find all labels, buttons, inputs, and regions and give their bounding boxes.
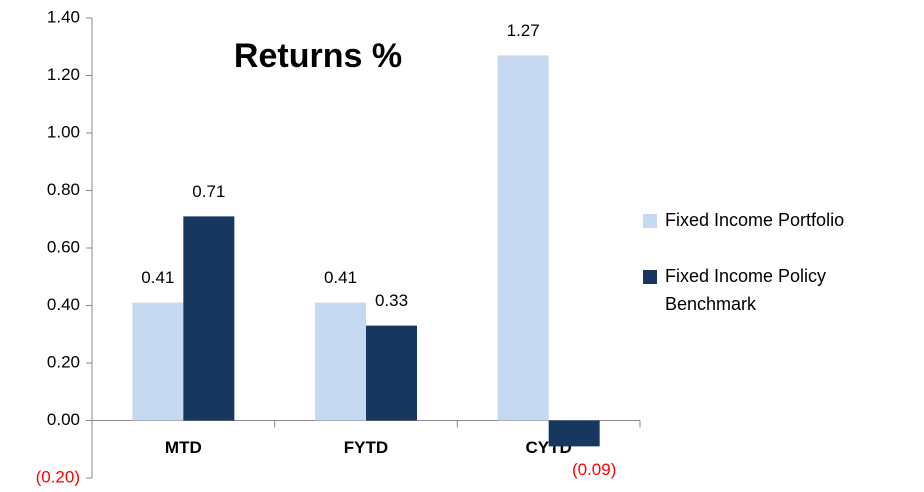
bar: [497, 55, 549, 421]
value-label: 0.41: [324, 268, 357, 287]
bar: [548, 420, 600, 447]
bar: [132, 302, 184, 421]
value-label: 0.41: [141, 268, 174, 287]
y-tick-label: 1.20: [47, 65, 80, 84]
y-tick-label: 0.00: [47, 410, 80, 429]
y-tick-label: 1.00: [47, 122, 80, 141]
legend-swatch: [643, 270, 657, 284]
value-label: 0.33: [375, 291, 408, 310]
value-label: 1.27: [507, 21, 540, 40]
bar: [366, 325, 417, 421]
legend-swatch: [643, 214, 657, 228]
value-label: 0.71: [192, 182, 225, 201]
y-tick-label: 0.80: [47, 180, 80, 199]
legend-item: Fixed Income Portfolio: [643, 206, 918, 234]
chart-title: Returns %: [234, 37, 402, 75]
y-tick-label: 0.20: [47, 352, 80, 371]
legend-label: Fixed Income Policy Benchmark: [665, 266, 827, 314]
x-tick-label: MTD: [165, 438, 202, 457]
bar: [315, 302, 366, 421]
value-label: (0.09): [572, 460, 616, 479]
legend-label: Fixed Income Portfolio: [665, 210, 845, 230]
y-tick-label: (0.20): [36, 467, 80, 486]
y-tick-label: 1.40: [47, 7, 80, 26]
bar: [183, 216, 235, 421]
x-tick-label: FYTD: [344, 438, 388, 457]
y-tick-label: 0.40: [47, 295, 80, 314]
legend-item: Fixed Income Policy Benchmark: [643, 262, 918, 318]
y-tick-label: 0.60: [47, 237, 80, 256]
legend: Fixed Income Portfolio Fixed Income Polic…: [643, 206, 918, 346]
